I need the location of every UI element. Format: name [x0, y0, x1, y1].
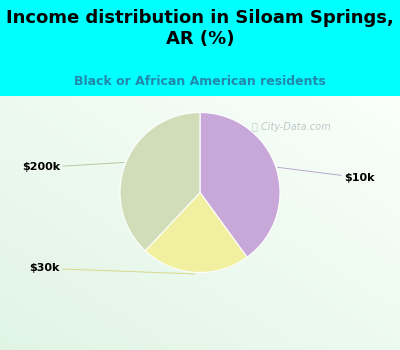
- Wedge shape: [120, 112, 200, 251]
- Text: Income distribution in Siloam Springs,
AR (%): Income distribution in Siloam Springs, A…: [6, 9, 394, 48]
- Wedge shape: [145, 193, 247, 273]
- Text: $30k: $30k: [30, 263, 195, 274]
- Text: ⓘ City-Data.com: ⓘ City-Data.com: [252, 122, 331, 132]
- Text: $10k: $10k: [278, 167, 374, 183]
- Text: Black or African American residents: Black or African American residents: [74, 75, 326, 88]
- Wedge shape: [200, 112, 280, 257]
- Text: $200k: $200k: [22, 162, 124, 173]
